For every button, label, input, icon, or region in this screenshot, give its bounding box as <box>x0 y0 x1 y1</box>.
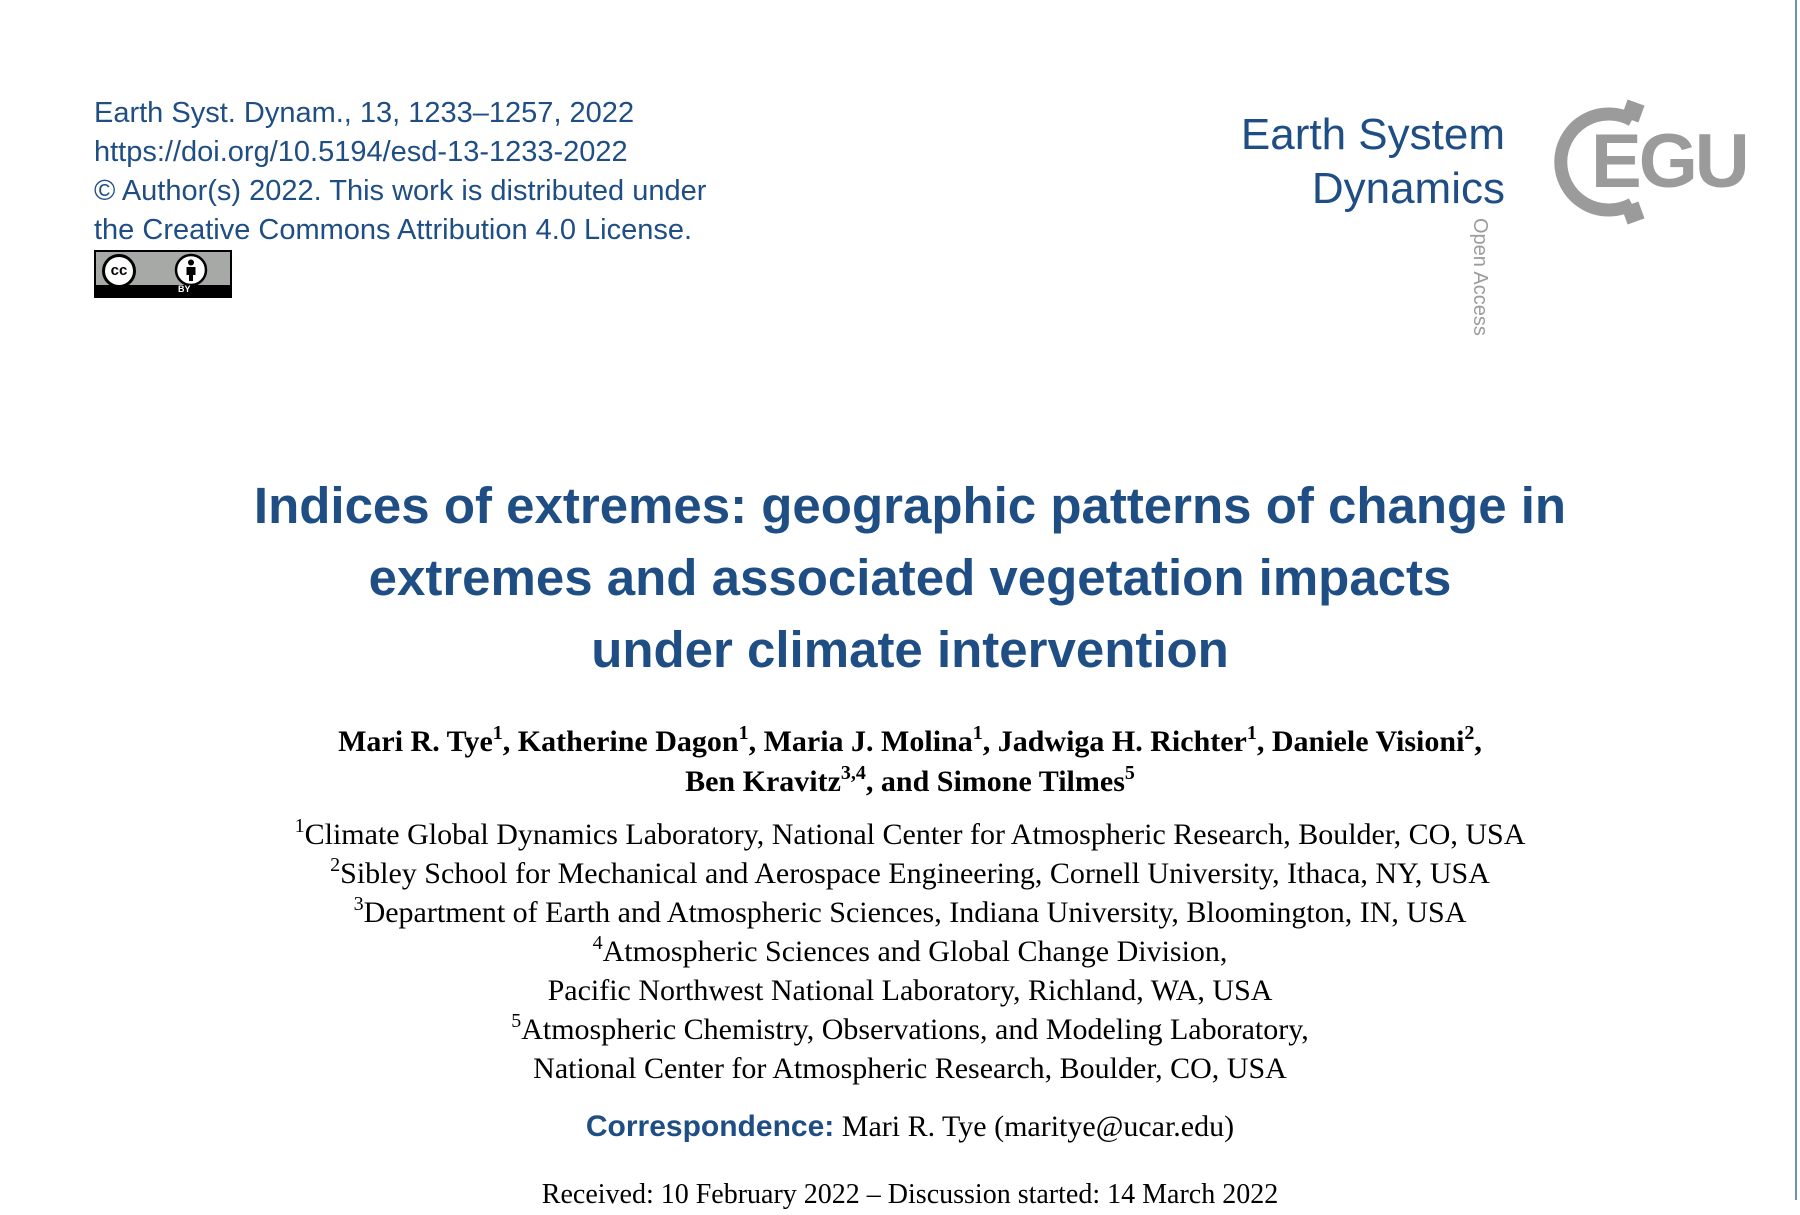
affiliation-list: 1Climate Global Dynamics Laboratory, Nat… <box>160 815 1660 1088</box>
author-line: Mari R. Tye1, Katherine Dagon1, Maria J.… <box>160 722 1660 762</box>
page-edge <box>1795 0 1797 1200</box>
affiliation-item: 2Sibley School for Mechanical and Aerosp… <box>160 854 1660 893</box>
correspondence-contact[interactable]: Mari R. Tye (maritye@ucar.edu) <box>841 1110 1235 1143</box>
journal-name[interactable]: Earth System Dynamics <box>1160 108 1505 216</box>
affiliation-item: 5Atmospheric Chemistry, Observations, an… <box>160 1010 1660 1049</box>
author-affiliation-mark: 3,4 <box>840 762 866 784</box>
title-line3: under climate intervention <box>591 621 1229 678</box>
affiliation-continuation: National Center for Atmospheric Research… <box>533 1052 1287 1085</box>
egu-logo-text: EGU <box>1591 119 1750 204</box>
received-dates: Received: 10 February 2022 – Discussion … <box>541 1179 1279 1210</box>
author-affiliation-mark: 1 <box>972 722 983 744</box>
affiliation-text: Sibley School for Mechanical and Aerospa… <box>340 857 1490 890</box>
title-line1: Indices of extremes: geographic patterns… <box>253 477 1567 534</box>
author-affiliation-mark: 5 <box>1124 762 1135 784</box>
journal-reference: Earth Syst. Dynam., 13, 1233–1257, 2022 <box>94 97 635 129</box>
author-affiliation-mark: 2 <box>1464 722 1475 744</box>
author-name: Mari R. Tye <box>338 725 493 758</box>
affiliation-text: Department of Earth and Atmospheric Scie… <box>363 896 1467 929</box>
author-affiliation-mark: 1 <box>1246 722 1257 744</box>
doi-link[interactable]: https://doi.org/10.5194/esd-13-1233-2022 <box>94 136 628 168</box>
author-separator: , <box>748 725 764 758</box>
author-name: Ben Kravitz <box>685 765 841 798</box>
author-name: and Simone Tilmes <box>880 765 1125 798</box>
affiliation-text: Atmospheric Chemistry, Observations, and… <box>521 1013 1309 1046</box>
author-name: Maria J. Molina <box>763 725 973 758</box>
author-name: Jadwiga H. Richter <box>997 725 1247 758</box>
author-list: Mari R. Tye1, Katherine Dagon1, Maria J.… <box>160 722 1660 802</box>
affiliation-number: 2 <box>330 854 341 876</box>
affiliation-text: Atmospheric Sciences and Global Change D… <box>602 935 1228 968</box>
open-access-label: Open Access <box>1469 218 1491 336</box>
journal-name-line1: Earth System <box>1240 110 1505 159</box>
cc-by-license-badge[interactable]: cc BY <box>94 250 232 298</box>
author-separator: , <box>982 725 998 758</box>
license-line: the Creative Commons Attribution 4.0 Lic… <box>94 214 693 246</box>
attribution-person-icon <box>174 253 208 287</box>
affiliation-number: 5 <box>511 1010 522 1032</box>
author-name: Daniele Visioni <box>1271 725 1465 758</box>
author-separator: , <box>1474 725 1482 758</box>
affiliation-number: 1 <box>294 815 305 837</box>
egu-gear-icon <box>1554 99 1645 225</box>
affiliation-number: 4 <box>592 932 603 954</box>
author-separator: , <box>865 765 881 798</box>
author-affiliation-mark: 1 <box>738 722 749 744</box>
affiliation-item: 3Department of Earth and Atmospheric Sci… <box>160 893 1660 932</box>
affiliation-continuation: Pacific Northwest National Laboratory, R… <box>547 974 1273 1007</box>
correspondence: Correspondence: Mari R. Tye (maritye@uca… <box>160 1107 1660 1147</box>
cc-icon: cc <box>102 254 136 288</box>
paper-title: Indices of extremes: geographic patterns… <box>160 470 1660 686</box>
citation-block: Earth Syst. Dynam., 13, 1233–1257, 2022 … <box>94 94 706 250</box>
author-separator: , <box>1256 725 1272 758</box>
title-line2: extremes and associated vegetation impac… <box>368 549 1452 606</box>
by-label: BY <box>178 284 191 294</box>
affiliation-text: Climate Global Dynamics Laboratory, Nati… <box>304 818 1526 851</box>
copyright-line: © Author(s) 2022. This work is distribut… <box>94 175 707 207</box>
journal-name-line2: Dynamics <box>1311 164 1505 213</box>
affiliation-item: 4Atmospheric Sciences and Global Change … <box>160 932 1660 971</box>
correspondence-label: Correspondence: <box>585 1110 835 1143</box>
affiliation-number: 3 <box>353 893 364 915</box>
affiliation-item: 1Climate Global Dynamics Laboratory, Nat… <box>160 815 1660 854</box>
author-name: Katherine Dagon <box>517 725 739 758</box>
author-line: Ben Kravitz3,4, and Simone Tilmes5 <box>160 762 1660 802</box>
author-affiliation-mark: 1 <box>492 722 503 744</box>
author-separator: , <box>502 725 518 758</box>
by-strip: BY <box>96 284 230 296</box>
